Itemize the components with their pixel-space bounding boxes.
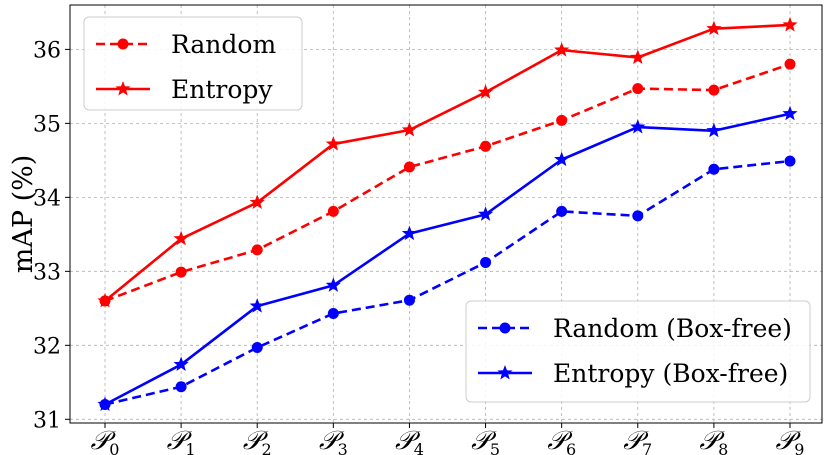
y-tick-label: 33 bbox=[33, 260, 61, 285]
data-point bbox=[327, 205, 339, 217]
series-line bbox=[104, 159, 791, 406]
data-point bbox=[782, 105, 798, 121]
data-point bbox=[706, 20, 722, 36]
legend-frame bbox=[465, 300, 811, 403]
x-tick-label: 𝒫7 bbox=[623, 426, 652, 455]
x-tick-label: 𝒫4 bbox=[395, 426, 424, 455]
series-line bbox=[104, 112, 791, 406]
data-point bbox=[784, 155, 796, 167]
series-layer bbox=[97, 16, 798, 411]
x-tick-label: 𝒫2 bbox=[243, 426, 272, 455]
data-point bbox=[97, 396, 113, 411]
x-tick-label: 𝒫3 bbox=[319, 426, 348, 455]
x-tick-label: 𝒫1 bbox=[167, 426, 196, 455]
data-point bbox=[173, 356, 189, 372]
data-point bbox=[175, 381, 187, 393]
data-point bbox=[251, 244, 263, 256]
data-point bbox=[480, 256, 492, 268]
data-point bbox=[325, 136, 341, 151]
data-point bbox=[554, 42, 570, 57]
x-tick-label: 𝒫9 bbox=[776, 426, 805, 455]
x-tick-label: 𝒫5 bbox=[471, 426, 500, 455]
data-point bbox=[249, 194, 265, 209]
data-point bbox=[403, 294, 415, 306]
legend-marker bbox=[497, 365, 513, 380]
data-point bbox=[175, 266, 187, 278]
x-tick-label: 𝒫8 bbox=[699, 426, 728, 455]
series-entropy-box-free bbox=[97, 105, 798, 411]
data-point bbox=[403, 161, 415, 173]
x-tick-label: 𝒫6 bbox=[547, 426, 576, 455]
y-tick-label: 36 bbox=[33, 38, 61, 63]
y-tick-label: 32 bbox=[33, 334, 61, 359]
data-point bbox=[173, 230, 189, 246]
y-axis-label: mAP (%) bbox=[8, 155, 39, 274]
data-point bbox=[630, 119, 646, 134]
data-point bbox=[327, 308, 339, 320]
data-point bbox=[706, 122, 722, 138]
legend-label: Random (Box-free) bbox=[553, 314, 792, 343]
series-random bbox=[99, 58, 796, 307]
data-point bbox=[249, 298, 265, 313]
legend-marker bbox=[499, 322, 511, 334]
data-point bbox=[632, 210, 644, 222]
y-tick-label: 34 bbox=[33, 186, 61, 211]
data-point bbox=[401, 122, 418, 137]
data-point bbox=[632, 83, 644, 95]
data-point bbox=[477, 84, 494, 99]
data-point bbox=[784, 58, 796, 70]
data-point bbox=[97, 292, 113, 308]
data-point bbox=[782, 16, 798, 32]
x-tick-label: 𝒫0 bbox=[91, 426, 120, 455]
data-point bbox=[630, 49, 646, 64]
legend-bottom-right: Random (Box-free) Entropy (Box-free) bbox=[465, 300, 811, 403]
data-point bbox=[556, 114, 568, 126]
plot-frame bbox=[69, 4, 823, 424]
data-point bbox=[708, 163, 720, 175]
data-point bbox=[556, 205, 568, 217]
y-tick-label: 31 bbox=[33, 408, 61, 433]
series-line bbox=[104, 23, 791, 302]
data-point bbox=[480, 140, 492, 152]
data-point bbox=[401, 225, 418, 241]
y-tick-label: 35 bbox=[33, 112, 61, 137]
data-point bbox=[554, 151, 570, 167]
legend-label: Entropy bbox=[171, 75, 273, 104]
legend-label: Entropy (Box-free) bbox=[553, 359, 788, 388]
legend-top-left: Random Entropy bbox=[83, 16, 303, 111]
legend-frame bbox=[83, 16, 303, 111]
data-point bbox=[477, 206, 494, 221]
data-point bbox=[325, 277, 341, 292]
legend-label: Random bbox=[171, 30, 276, 59]
legend-marker bbox=[115, 81, 131, 96]
series-entropy bbox=[97, 16, 798, 308]
data-point bbox=[708, 84, 720, 96]
data-point bbox=[251, 342, 263, 354]
legend-marker bbox=[117, 38, 129, 50]
